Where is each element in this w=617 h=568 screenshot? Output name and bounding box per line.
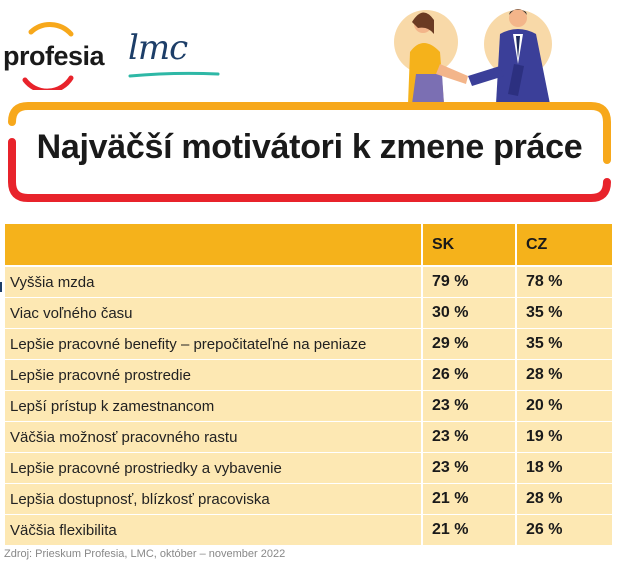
row-label-cell: Väčšia možnosť pracovného rastu — [5, 422, 421, 452]
table-row: Lepší prístup k zamestnancom 23 % 20 % — [5, 391, 612, 421]
header-label-cell — [5, 224, 421, 265]
row-cz-cell: 28 % — [517, 360, 612, 390]
profesia-logo-text: profesia — [3, 41, 105, 71]
row-sk-cell: 30 % — [423, 298, 515, 328]
row-label-cell: Lepší prístup k zamestnancom — [5, 391, 421, 421]
profesia-logo: profesia — [3, 20, 113, 90]
source-note: Zdroj: Prieskum Profesia, LMC, október –… — [4, 548, 286, 560]
motivators-table: SK CZ Vyššia mzda 79 % 78 % Viac voľného ča… — [5, 224, 612, 546]
row-sk-cell: 29 % — [423, 329, 515, 359]
row-sk-cell: 23 % — [423, 422, 515, 452]
header-sk-cell: SK — [423, 224, 515, 265]
row-cz-cell: 26 % — [517, 515, 612, 545]
row-cz-cell: 28 % — [517, 484, 612, 514]
table-row: Lepšie pracovné prostredie 26 % 28 % — [5, 360, 612, 390]
row-cz-cell: 78 % — [517, 267, 612, 297]
row-cz-cell: 35 % — [517, 329, 612, 359]
table-row: Väčšia možnosť pracovného rastu 23 % 19 % — [5, 422, 612, 452]
row-cz-cell: 19 % — [517, 422, 612, 452]
lmc-logo: lmc — [124, 16, 224, 86]
table-header-row: SK CZ — [5, 224, 612, 265]
edge-marker — [0, 282, 2, 292]
header-cz-cell: CZ — [517, 224, 612, 265]
table-row: Lepšie pracovné prostriedky a vybavenie 2… — [5, 453, 612, 483]
row-cz-cell: 20 % — [517, 391, 612, 421]
table-row: Väčšia flexibilita 21 % 26 % — [5, 515, 612, 545]
row-label-cell: Vyššia mzda — [5, 267, 421, 297]
row-cz-cell: 18 % — [517, 453, 612, 483]
row-sk-cell: 79 % — [423, 267, 515, 297]
page-title: Najväčší motivátori k zmene práce — [36, 128, 583, 166]
table-row: Vyššia mzda 79 % 78 % — [5, 267, 612, 297]
row-label-cell: Lepšie pracovné benefity – prepočitateľn… — [5, 329, 421, 359]
lmc-swoosh-icon — [128, 71, 220, 78]
table-row: Lepšia dostupnosť, blízkosť pracoviska 21… — [5, 484, 612, 514]
row-sk-cell: 23 % — [423, 453, 515, 483]
header: profesia lmc — [0, 0, 617, 104]
row-label-cell: Lepšie pracovné prostriedky a vybavenie — [5, 453, 421, 483]
row-sk-cell: 21 % — [423, 515, 515, 545]
row-label-cell: Lepšia dostupnosť, blízkosť pracoviska — [5, 484, 421, 514]
row-sk-cell: 26 % — [423, 360, 515, 390]
row-sk-cell: 23 % — [423, 391, 515, 421]
row-cz-cell: 35 % — [517, 298, 612, 328]
row-sk-cell: 21 % — [423, 484, 515, 514]
handshake-illustration — [394, 9, 552, 104]
table-row: Viac voľného času 30 % 35 % — [5, 298, 612, 328]
row-label-cell: Viac voľného času — [5, 298, 421, 328]
row-label-cell: Väčšia flexibilita — [5, 515, 421, 545]
row-label-cell: Lepšie pracovné prostredie — [5, 360, 421, 390]
table-row: Lepšie pracovné benefity – prepočitateľn… — [5, 329, 612, 359]
title-banner: Najväčší motivátori k zmene práce — [8, 102, 611, 202]
lmc-logo-text: lmc — [128, 28, 188, 68]
title-frame — [8, 102, 611, 202]
profesia-ring-icon — [22, 22, 74, 90]
